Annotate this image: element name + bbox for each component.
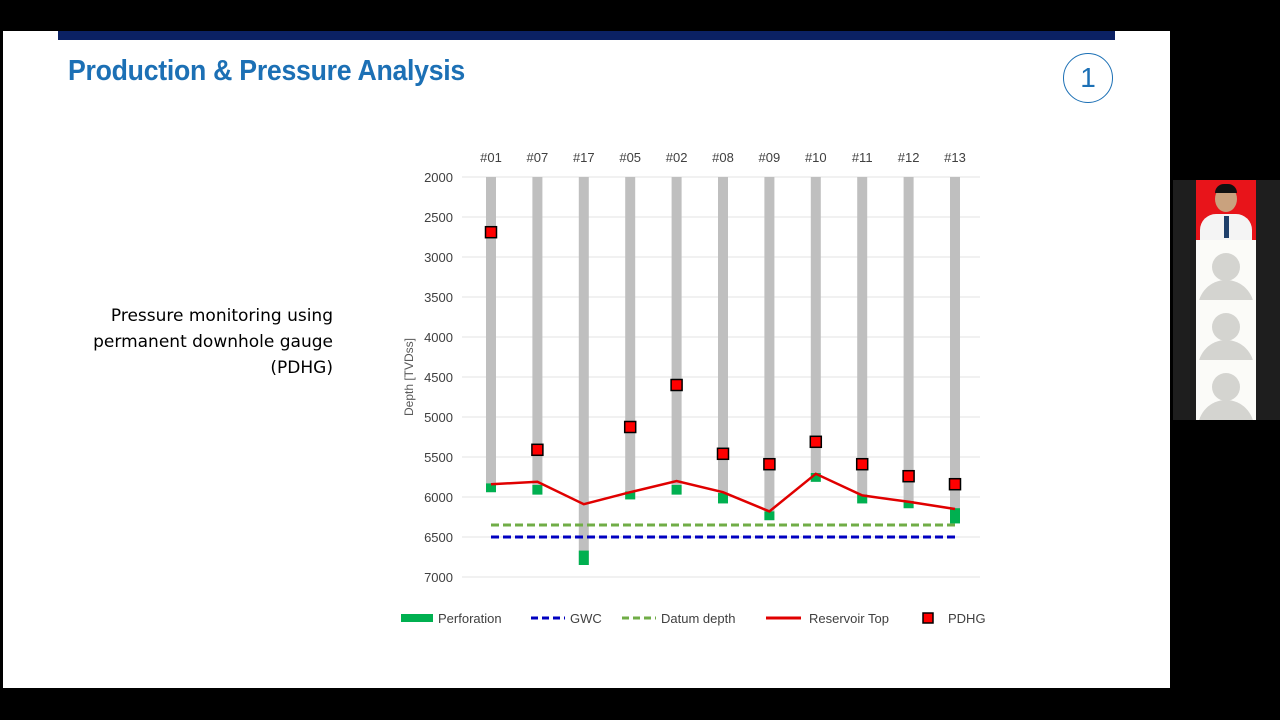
pdhg-point — [902, 469, 915, 483]
legend-datum: Datum depth — [661, 611, 735, 626]
perforation-bar — [578, 550, 589, 565]
legend-pdhg-swatch — [922, 612, 934, 624]
well-bar — [625, 177, 636, 500]
legend-pdhg: PDHG — [948, 611, 986, 626]
x-category-label: #17 — [573, 150, 595, 165]
well-bar — [810, 177, 821, 482]
perforation-bar — [903, 501, 914, 509]
tie-icon — [1224, 216, 1229, 238]
pdhg-point — [623, 420, 637, 434]
legend-perforation: Perforation — [438, 611, 502, 626]
pdhg-point — [855, 457, 869, 471]
x-category-label: #13 — [944, 150, 966, 165]
well-bar — [764, 177, 775, 521]
x-category-label: #09 — [759, 150, 781, 165]
perforation-bar — [950, 508, 960, 524]
user-hair-icon — [1215, 184, 1237, 193]
description: Pressure monitoring using permanent down… — [63, 303, 333, 381]
perforation-bar — [810, 473, 821, 482]
well-bar — [857, 177, 868, 504]
perforation-bar — [625, 491, 636, 500]
x-category-label: #11 — [852, 150, 873, 165]
y-tick-label: 5000 — [424, 410, 453, 425]
y-tick-label: 4000 — [424, 330, 453, 345]
y-tick-label: 6500 — [424, 530, 453, 545]
legend-perforation-swatch — [401, 614, 433, 622]
perforation-bar — [718, 493, 728, 504]
x-category-label: #02 — [666, 150, 688, 165]
page-number-badge: 1 — [1063, 53, 1113, 103]
header-bar — [58, 31, 1115, 40]
y-tick-label: 6000 — [424, 490, 453, 505]
well-bar — [532, 177, 543, 495]
avatar-body-icon — [1198, 280, 1254, 300]
perforation-bar — [532, 485, 543, 495]
x-category-label: #07 — [527, 150, 549, 165]
participant-gallery — [1173, 180, 1280, 420]
y-tick-label: 2000 — [424, 170, 453, 185]
slide: Production & Pressure Analysis 1 Pressur… — [3, 31, 1170, 688]
participant-avatar-tile[interactable] — [1196, 300, 1256, 360]
well-bar — [903, 177, 914, 509]
description-line: permanent downhole gauge — [93, 332, 333, 352]
pdhg-point — [763, 457, 776, 471]
well-bar — [486, 177, 496, 493]
avatar-body-icon — [1198, 340, 1254, 360]
y-tick-label: 4500 — [424, 370, 453, 385]
y-tick-label: 3500 — [424, 290, 453, 305]
slide-title: Production & Pressure Analysis — [68, 55, 465, 87]
participant-video-tile[interactable] — [1196, 180, 1256, 240]
x-category-label: #12 — [898, 150, 920, 165]
avatar-head-icon — [1212, 313, 1240, 341]
avatar-head-icon — [1212, 373, 1240, 401]
description-line: (PDHG) — [270, 358, 333, 378]
y-tick-label: 5500 — [424, 450, 453, 465]
x-category-label: #01 — [480, 150, 502, 165]
description-line: Pressure monitoring using — [110, 306, 333, 326]
pdhg-point — [948, 477, 962, 491]
perforation-bar — [764, 511, 775, 521]
x-category-label: #05 — [619, 150, 641, 165]
pdhg-point — [531, 443, 544, 457]
perforation-bar — [486, 483, 496, 493]
x-category-label: #08 — [712, 150, 734, 165]
legend-gwc: GWC — [570, 611, 602, 626]
avatar-head-icon — [1212, 253, 1240, 281]
y-tick-label: 2500 — [424, 210, 453, 225]
pdhg-point — [484, 225, 498, 239]
well-bar — [718, 177, 728, 504]
well-bar — [578, 177, 589, 565]
x-category-label: #10 — [805, 150, 827, 165]
avatar-body-icon — [1198, 400, 1254, 420]
well-bar — [950, 177, 960, 524]
participant-avatar-tile[interactable] — [1196, 360, 1256, 420]
perforation-bar — [857, 494, 868, 504]
pdhg-point — [670, 378, 683, 392]
y-tick-label: 7000 — [424, 570, 453, 585]
y-axis-label: Depth [TVDss] — [402, 338, 416, 416]
y-tick-label: 3000 — [424, 250, 453, 265]
perforation-bar — [671, 485, 682, 495]
legend-reservoir-top: Reservoir Top — [809, 611, 889, 626]
reservoir-top-line — [490, 472, 956, 513]
pdhg-point — [716, 447, 730, 461]
depth-chart: 2000 2500 3000 3500 4000 4500 5000 5500 6000 6500… — [401, 150, 986, 626]
participant-avatar-tile[interactable] — [1196, 240, 1256, 300]
pdhg-point — [809, 435, 823, 449]
well-bar — [671, 177, 682, 495]
